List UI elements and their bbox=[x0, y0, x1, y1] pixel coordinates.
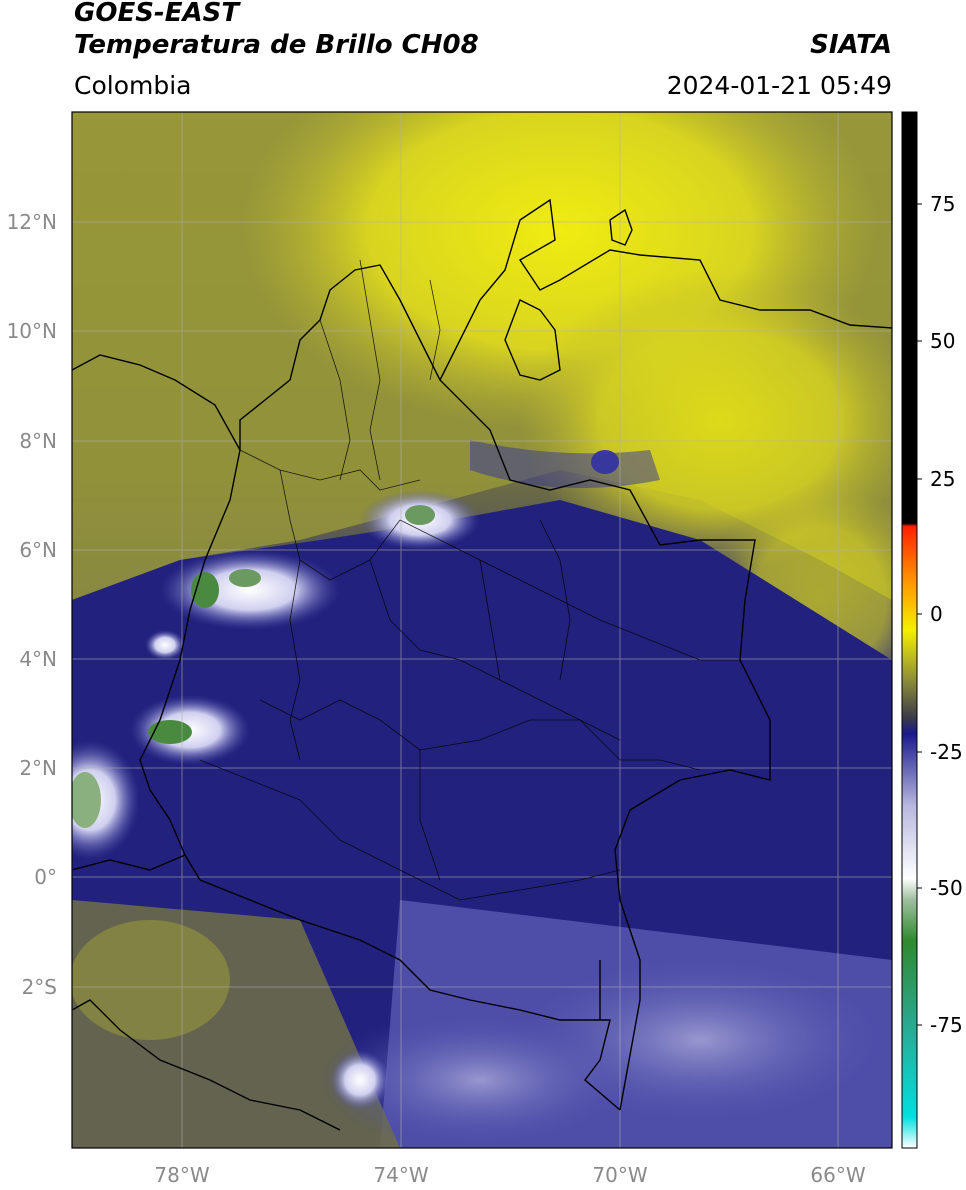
region-label: Colombia bbox=[74, 71, 192, 100]
colorbar-frame bbox=[901, 111, 918, 1149]
lat-label-0: 0° bbox=[34, 865, 57, 889]
lat-label-8n: 8°N bbox=[19, 429, 57, 453]
satellite-title: GOES-EAST bbox=[74, 0, 240, 28]
colorbar-tick-50: 50 bbox=[930, 329, 955, 353]
colorbar-tick-25: 25 bbox=[930, 467, 955, 491]
country-borders bbox=[72, 198, 892, 1131]
lon-label-66w: 66°W bbox=[810, 1163, 865, 1187]
department-borders bbox=[199, 259, 740, 901]
lat-label-6n: 6°N bbox=[19, 538, 57, 562]
lon-label-70w: 70°W bbox=[592, 1163, 647, 1187]
lat-label-12n: 12°N bbox=[7, 210, 57, 234]
colorbar-tick-75: 75 bbox=[930, 192, 955, 216]
colorbar-tick-neg50: -50 bbox=[930, 876, 963, 900]
colorbar-tick-0: 0 bbox=[930, 602, 943, 626]
lat-label-2s: 2°S bbox=[22, 975, 57, 999]
organization-label: SIATA bbox=[810, 30, 892, 60]
map-frame bbox=[71, 111, 893, 1149]
lat-label-2n: 2°N bbox=[19, 756, 57, 780]
longitude-labels: 78°W 74°W 70°W 66°W bbox=[154, 1163, 865, 1187]
colorbar: 75 50 25 0 -25 -50 -75 bbox=[901, 111, 963, 1149]
lon-label-74w: 74°W bbox=[373, 1163, 428, 1187]
colorbar-gradient bbox=[902, 112, 917, 1148]
graticule bbox=[72, 112, 892, 1148]
lat-label-4n: 4°N bbox=[19, 647, 57, 671]
lat-label-10n: 10°N bbox=[7, 319, 57, 343]
colorbar-tick-neg75: -75 bbox=[930, 1013, 963, 1037]
latitude-labels: 12°N 10°N 8°N 6°N 4°N 2°N 0° 2°S bbox=[7, 210, 57, 999]
datetime-label: 2024-01-21 05:49 bbox=[666, 71, 892, 100]
lon-label-78w: 78°W bbox=[154, 1163, 209, 1187]
colorbar-tick-neg25: -25 bbox=[930, 740, 963, 764]
product-title: Temperatura de Brillo CH08 bbox=[74, 30, 479, 60]
brightness-temperature-imagery bbox=[72, 112, 892, 1148]
